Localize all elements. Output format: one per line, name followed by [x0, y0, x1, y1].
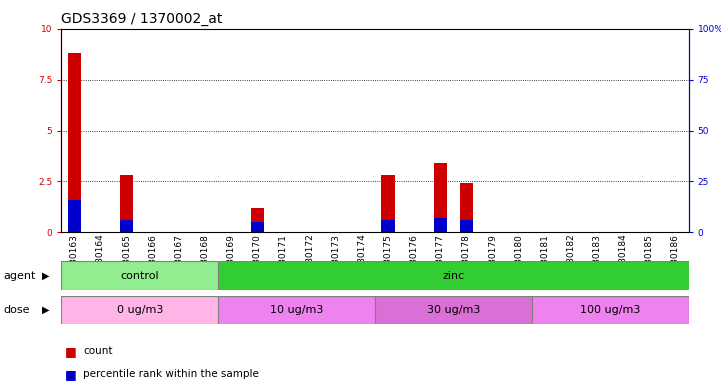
Text: count: count: [83, 346, 112, 356]
Bar: [460, 184, 473, 232]
Bar: [218, 261, 689, 290]
Text: dose: dose: [4, 305, 30, 315]
Text: agent: agent: [4, 270, 36, 281]
Text: GDS3369 / 1370002_at: GDS3369 / 1370002_at: [61, 12, 223, 25]
Text: ■: ■: [65, 345, 76, 358]
Text: 0 ug/m3: 0 ug/m3: [117, 305, 163, 315]
Text: 30 ug/m3: 30 ug/m3: [427, 305, 480, 315]
Text: ■: ■: [65, 368, 76, 381]
Bar: [251, 222, 264, 232]
Bar: [434, 163, 447, 232]
Bar: [120, 220, 133, 232]
Text: 10 ug/m3: 10 ug/m3: [270, 305, 323, 315]
Text: control: control: [120, 270, 159, 281]
Text: 100 ug/m3: 100 ug/m3: [580, 305, 640, 315]
Bar: [120, 175, 133, 232]
Bar: [375, 296, 531, 324]
Bar: [218, 296, 375, 324]
Bar: [381, 220, 394, 232]
Bar: [460, 220, 473, 232]
Bar: [251, 208, 264, 232]
Bar: [531, 296, 689, 324]
Bar: [68, 200, 81, 232]
Bar: [381, 175, 394, 232]
Text: ▶: ▶: [42, 305, 49, 315]
Bar: [434, 218, 447, 232]
Bar: [61, 261, 218, 290]
Text: percentile rank within the sample: percentile rank within the sample: [83, 369, 259, 379]
Bar: [68, 53, 81, 232]
Text: zinc: zinc: [442, 270, 464, 281]
Bar: [61, 296, 218, 324]
Text: ▶: ▶: [42, 270, 49, 281]
